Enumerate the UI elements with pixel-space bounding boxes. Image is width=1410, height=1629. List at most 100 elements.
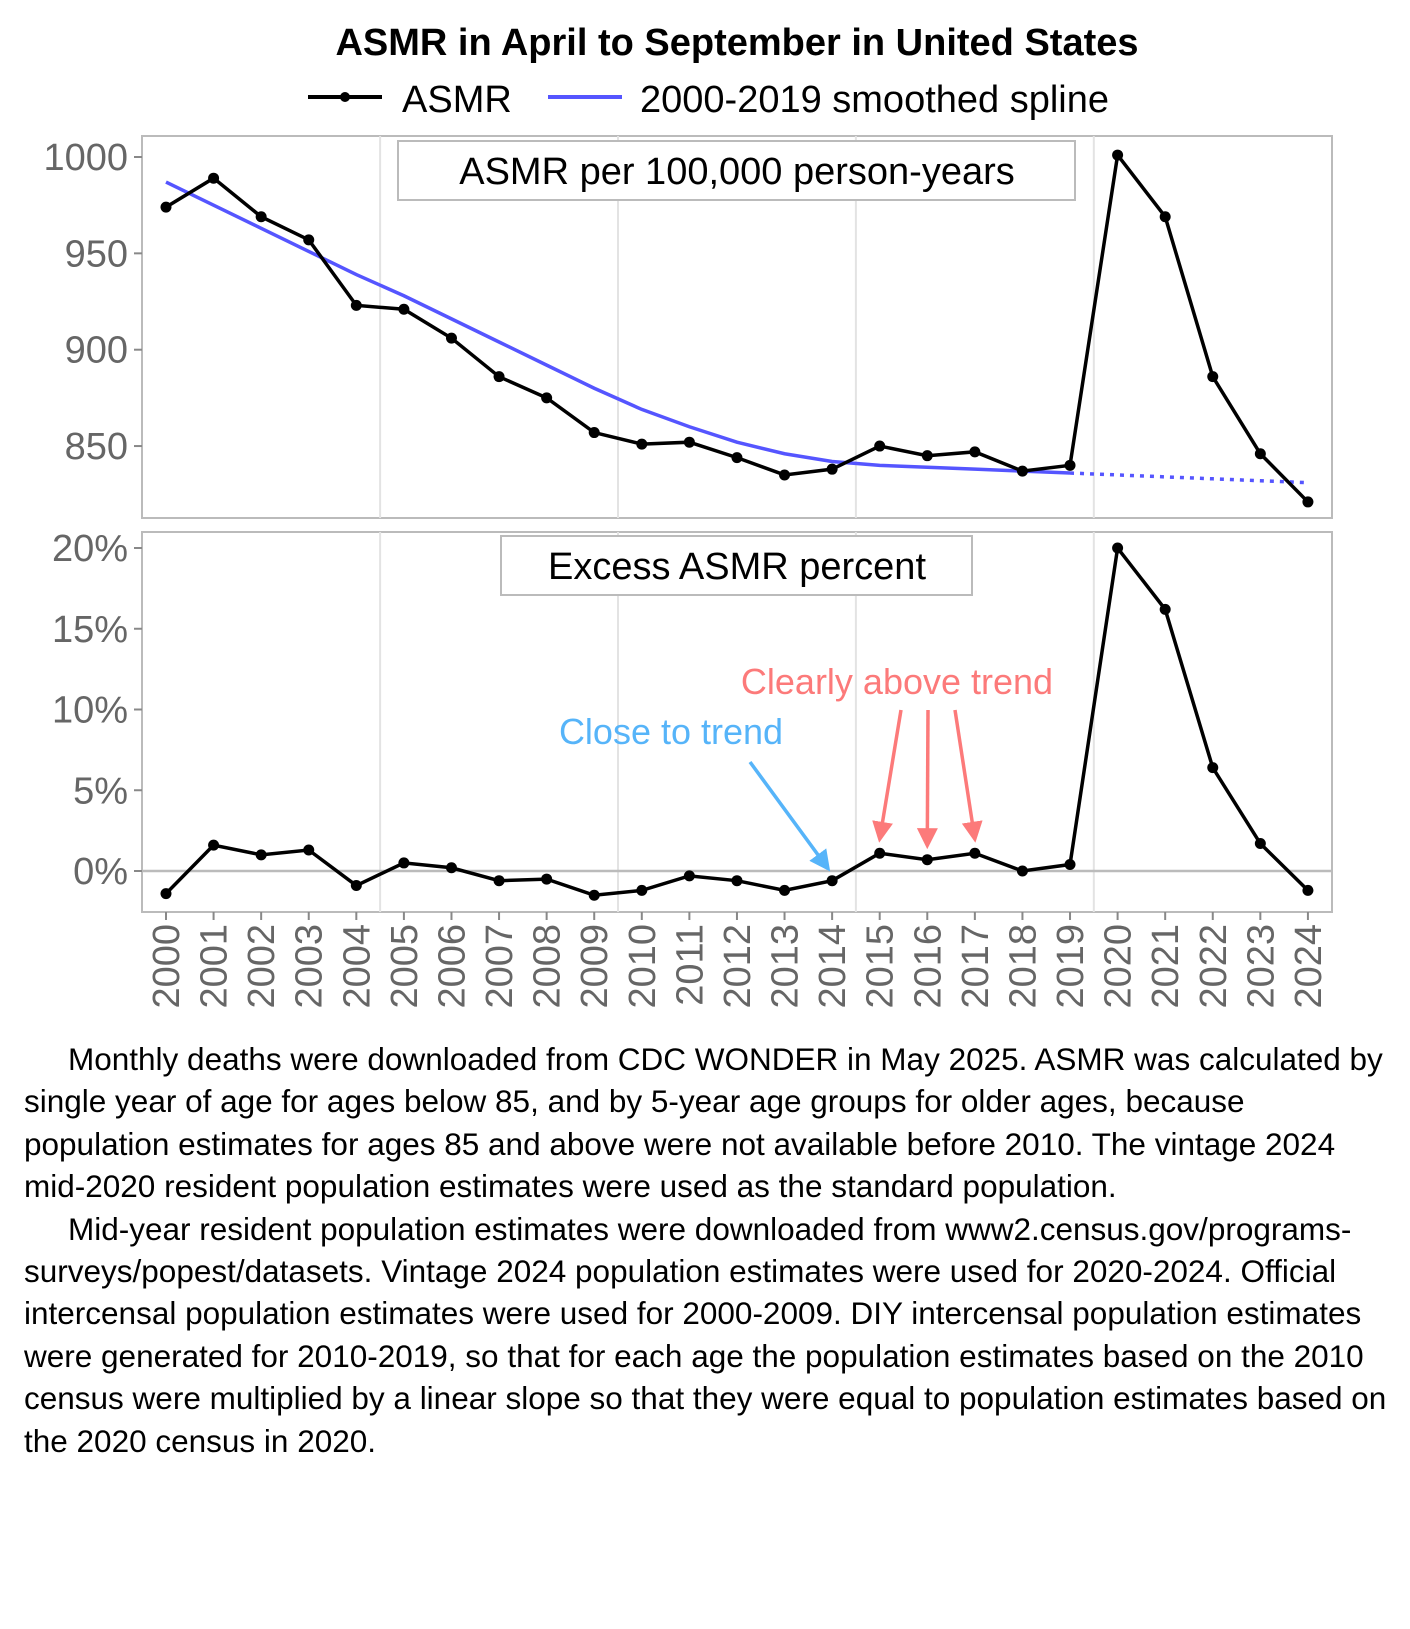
data-point — [398, 857, 410, 869]
data-point — [445, 862, 457, 874]
arrow-above-trend — [872, 709, 903, 843]
legend: ASMR 2000-2019 smoothed spline — [308, 79, 1109, 121]
data-point — [969, 847, 981, 859]
data-point — [208, 839, 220, 851]
y-tick-label: 900 — [65, 330, 128, 372]
data-point — [350, 880, 362, 892]
arrow-above-trend — [953, 709, 983, 843]
data-point — [303, 234, 315, 246]
chart-title: ASMR in April to September in United Sta… — [335, 22, 1138, 64]
x-tick-label: 2004 — [336, 924, 378, 1009]
panel-labels: ASMR per 100,000 person-years Excess ASM… — [397, 140, 1076, 596]
x-tick-label: 2000 — [146, 924, 188, 1009]
y-tick-label: 10% — [52, 690, 128, 732]
data-point — [826, 463, 838, 475]
data-point — [1159, 603, 1171, 615]
x-tick-label: 2021 — [1145, 924, 1187, 1009]
x-tick-label: 2020 — [1098, 924, 1140, 1009]
data-point — [874, 847, 886, 859]
y-tick-label: 950 — [65, 233, 128, 275]
data-point — [255, 211, 267, 223]
x-tick-label: 2007 — [479, 924, 521, 1009]
x-tick-label: 2013 — [765, 924, 807, 1009]
data-point — [1302, 496, 1314, 508]
data-point — [350, 299, 362, 311]
data-point — [779, 884, 791, 896]
top-panel-label: ASMR per 100,000 person-years — [459, 151, 1015, 193]
x-tick-label: 2002 — [241, 924, 283, 1009]
annotations: Close to trend Clearly above trend — [559, 661, 1053, 872]
data-point — [874, 440, 886, 452]
x-tick-label: 2003 — [289, 924, 331, 1009]
x-tick-label: 2022 — [1193, 924, 1235, 1009]
x-tick-label: 2008 — [527, 924, 569, 1009]
y-tick-label: 15% — [52, 609, 128, 651]
x-tick-label: 2018 — [1002, 924, 1044, 1009]
footnote-paragraph: Monthly deaths were downloaded from CDC … — [24, 1041, 1383, 1205]
data-point — [445, 332, 457, 344]
annotation-close-to-trend: Close to trend — [559, 711, 783, 752]
arrow-close-to-trend — [748, 760, 831, 872]
footnote: Monthly deaths were downloaded from CDC … — [24, 1038, 1394, 1462]
data-point — [160, 201, 172, 213]
data-point — [1302, 884, 1314, 896]
y-tick-label: 0% — [73, 851, 128, 893]
spline-line — [165, 180, 1071, 475]
data-point — [1207, 371, 1219, 383]
x-tick-label: 2006 — [431, 924, 473, 1009]
bottom-panel-label-box — [500, 535, 973, 596]
data-point — [636, 884, 648, 896]
data-point — [921, 854, 933, 866]
x-tick-label: 2017 — [955, 924, 997, 1009]
data-point — [588, 889, 600, 901]
data-point — [208, 172, 220, 184]
x-tick-label: 2010 — [622, 924, 664, 1009]
x-tick-label: 2009 — [574, 924, 616, 1009]
data-point — [541, 873, 553, 885]
x-tick-label: 2012 — [717, 924, 759, 1009]
data-point — [1254, 838, 1266, 850]
data-point — [398, 303, 410, 315]
data-point — [541, 392, 553, 404]
data-point — [683, 870, 695, 882]
legend-asmr-marker — [340, 92, 350, 102]
data-point — [1112, 149, 1124, 161]
y-tick-label: 5% — [73, 770, 128, 812]
x-tick-label: 2024 — [1288, 924, 1330, 1009]
x-tick-label: 2016 — [907, 924, 949, 1009]
y-tick-label: 850 — [65, 426, 128, 468]
x-tick-label: 2015 — [860, 924, 902, 1009]
data-point — [1254, 448, 1266, 460]
x-tick-label: 2014 — [812, 924, 854, 1009]
legend-asmr-label: ASMR — [402, 79, 512, 121]
data-point — [1159, 211, 1171, 223]
data-point — [826, 875, 838, 887]
data-point — [493, 371, 505, 383]
legend-spline-label: 2000-2019 smoothed spline — [640, 79, 1109, 121]
arrow-above-trend — [916, 709, 938, 850]
data-point — [1064, 859, 1076, 871]
data-point — [160, 888, 172, 900]
data-point — [1207, 762, 1219, 774]
annotation-clearly-above-trend: Clearly above trend — [741, 661, 1053, 702]
x-axis-ticks: 2000 2001 2002 2003 2004 2005 2006 2007 2008 2009… — [146, 912, 1330, 1009]
data-point — [1112, 542, 1124, 554]
x-tick-label: 2005 — [384, 924, 426, 1009]
y-tick-label: 1000 — [43, 137, 128, 179]
data-point — [731, 875, 743, 887]
data-point — [779, 469, 791, 481]
data-point — [493, 875, 505, 887]
data-point — [731, 452, 743, 464]
data-point — [683, 436, 695, 448]
data-point — [636, 438, 648, 450]
y-tick-label: 20% — [52, 528, 128, 570]
data-point — [1016, 465, 1028, 477]
data-point — [255, 849, 267, 861]
data-point — [921, 450, 933, 462]
data-point — [1016, 865, 1028, 877]
x-tick-label: 2023 — [1240, 924, 1282, 1009]
footnote-paragraph: Mid-year resident population estimates w… — [24, 1210, 1387, 1459]
bottom-panel-label: Excess ASMR percent — [548, 546, 926, 588]
x-tick-label: 2011 — [669, 924, 711, 1006]
top-panel-label-box — [397, 140, 1076, 201]
